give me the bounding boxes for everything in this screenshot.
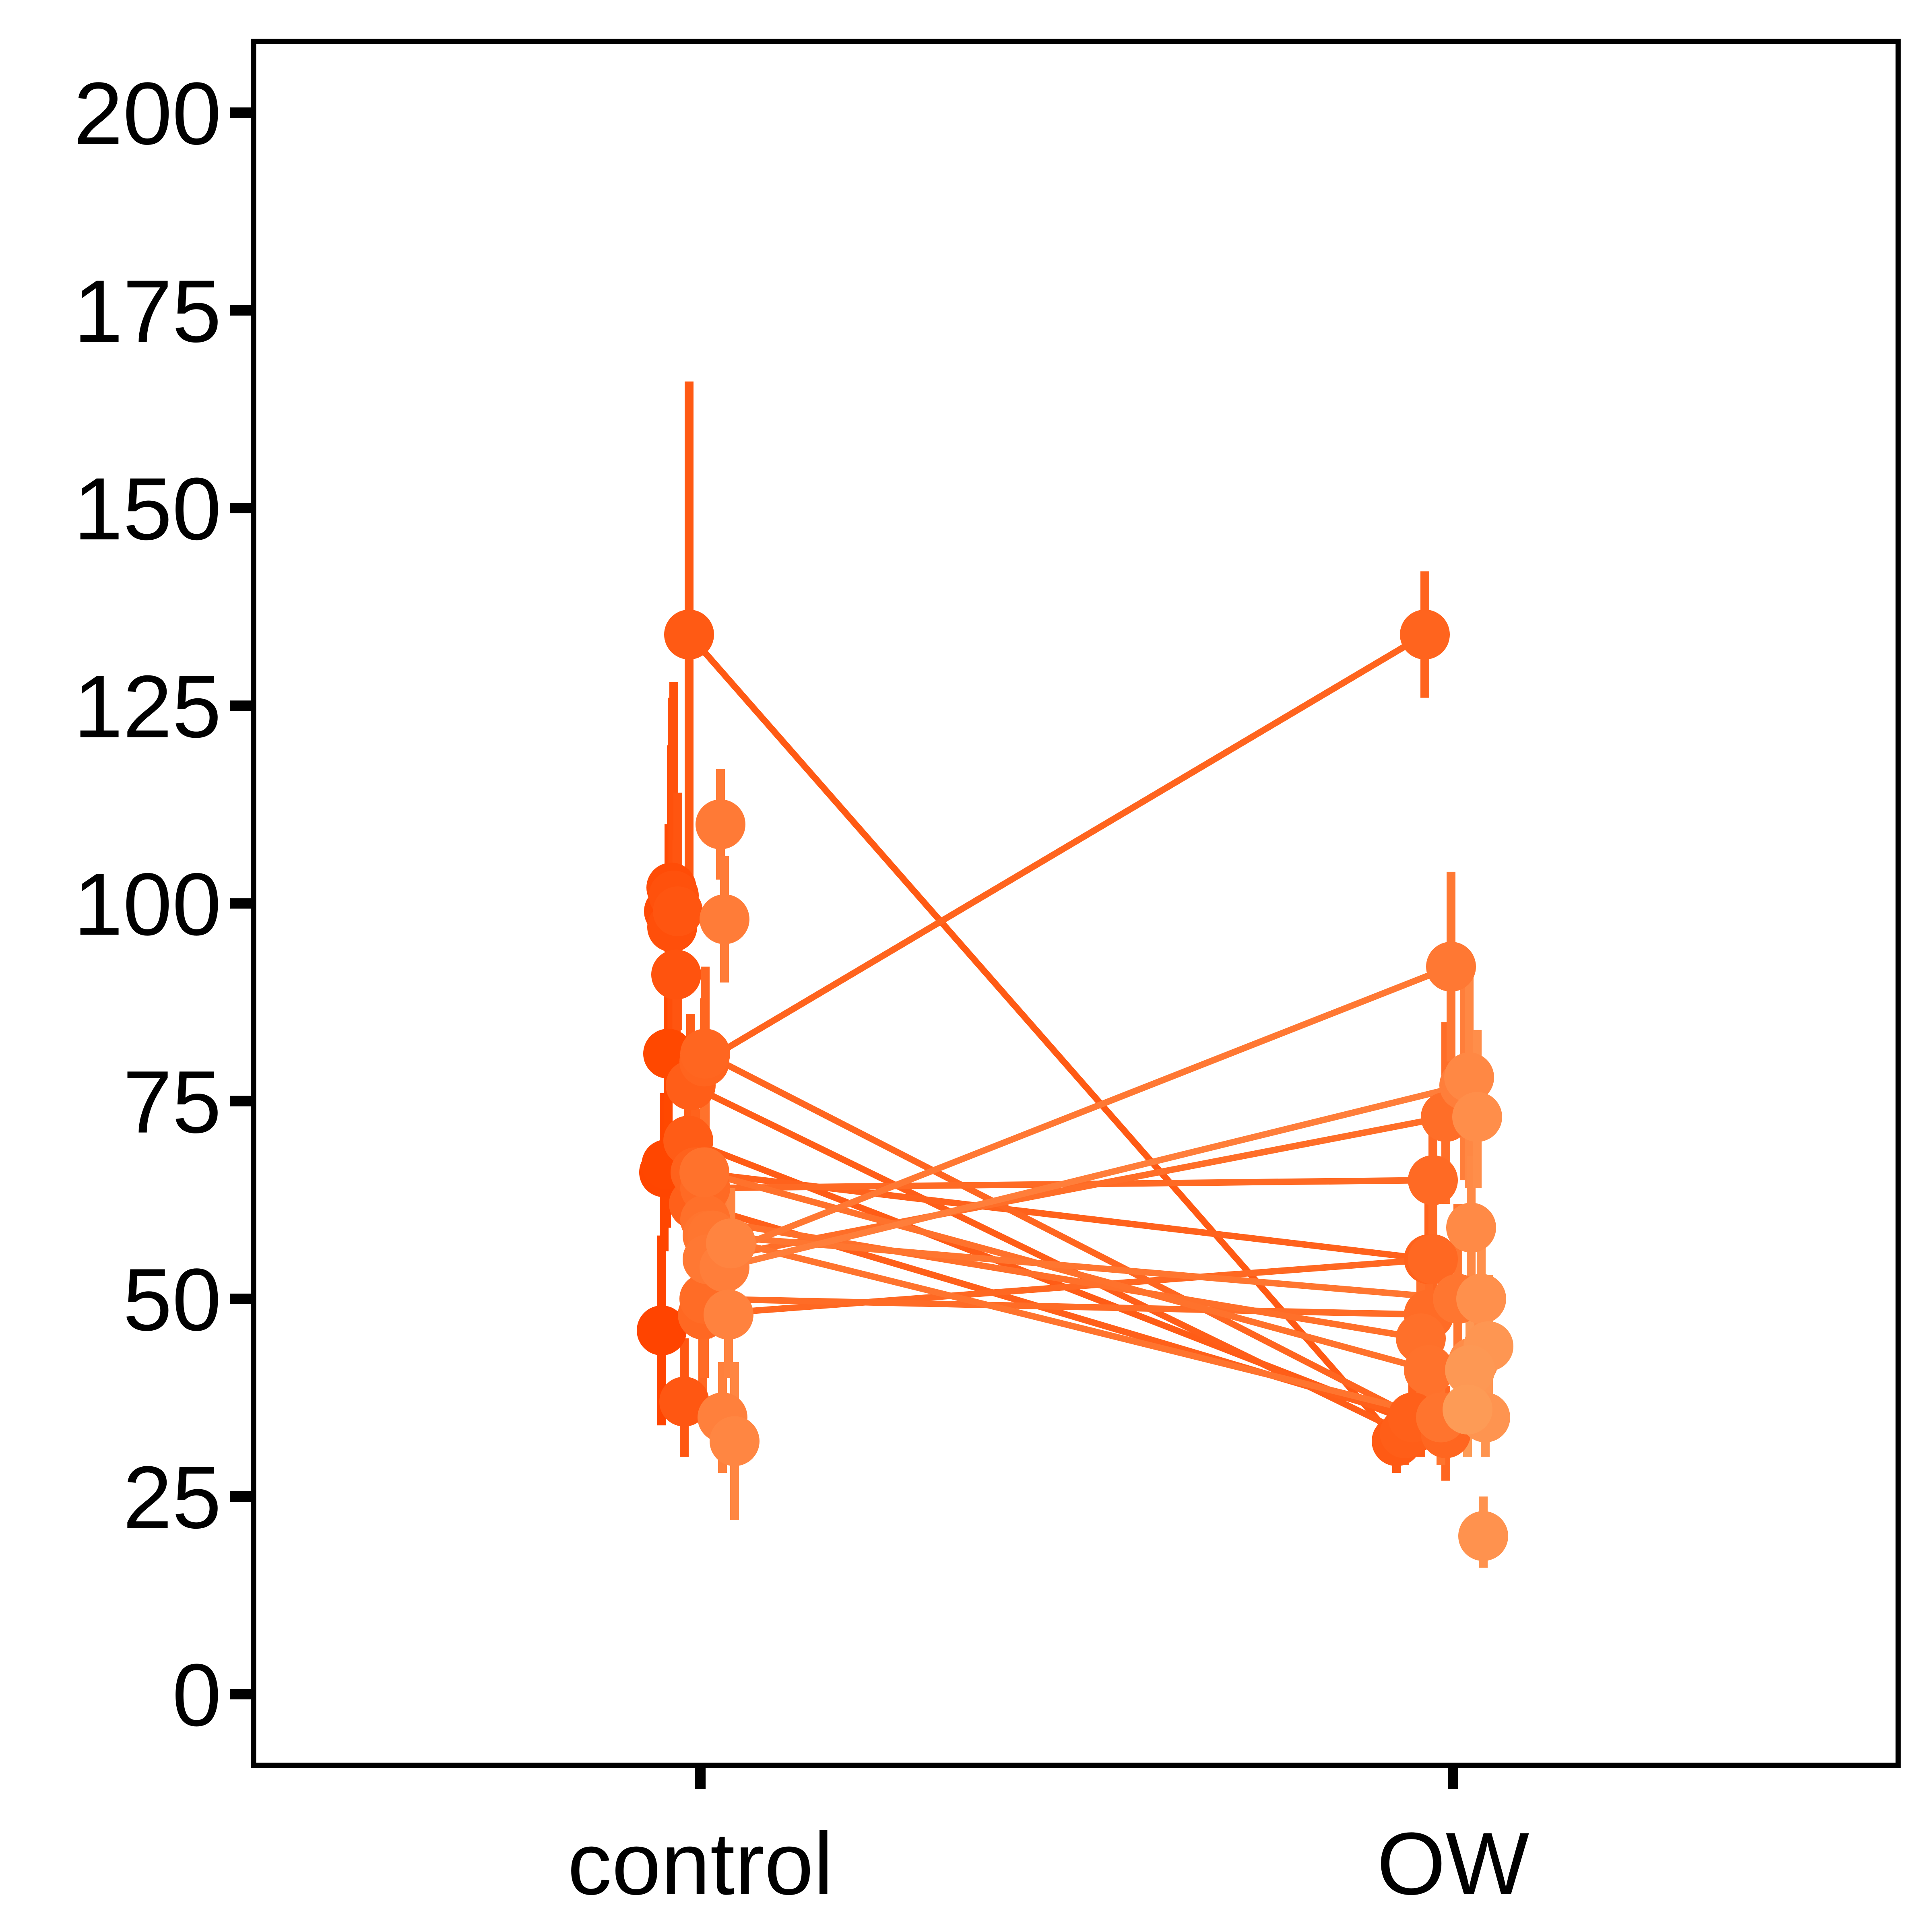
control-point-24 bbox=[679, 1147, 729, 1197]
subject-line-17 bbox=[701, 631, 1428, 1065]
control-point-1 bbox=[637, 1305, 687, 1356]
ow-point-38 bbox=[1452, 1092, 1502, 1142]
y-tick-label-50: 50 bbox=[123, 1250, 221, 1349]
connecting-lines bbox=[685, 631, 1468, 1445]
y-tick-label-75: 75 bbox=[123, 1053, 221, 1152]
ow-point-17 bbox=[1400, 609, 1450, 660]
subject-line-18 bbox=[702, 1050, 1449, 1437]
ow-point-24 bbox=[1404, 1345, 1454, 1395]
ow-point-43 bbox=[1445, 1345, 1495, 1395]
y-tick-label-100: 100 bbox=[74, 855, 221, 954]
data-points bbox=[637, 609, 1513, 1561]
ow-point-27 bbox=[1426, 941, 1476, 992]
subject-line-21 bbox=[701, 1295, 1432, 1318]
y-tick-label-200: 200 bbox=[74, 64, 221, 163]
axes: 0 25 50 75 100 125 150 175 200 control OW bbox=[74, 39, 1901, 1913]
subject-line-30 bbox=[721, 1082, 1468, 1271]
ow-point-36 bbox=[1446, 1203, 1496, 1253]
subject-line-19 bbox=[700, 1256, 1436, 1318]
y-tick-label-25: 25 bbox=[123, 1448, 221, 1547]
ow-point-35 bbox=[1444, 1052, 1494, 1102]
subject-line-14 bbox=[687, 1082, 1408, 1437]
control-point-34 bbox=[710, 1416, 760, 1466]
x-tick-label-control: control bbox=[568, 1814, 833, 1913]
control-point-28 bbox=[696, 799, 745, 850]
y-tick-label-150: 150 bbox=[74, 459, 221, 558]
y-tick-label-175: 175 bbox=[74, 262, 221, 361]
control-point-33 bbox=[706, 1218, 756, 1269]
y-tick-label-0: 0 bbox=[172, 1645, 221, 1744]
subject-line-12 bbox=[686, 631, 1400, 1445]
subject-line-22 bbox=[704, 1113, 1449, 1263]
control-point-29 bbox=[700, 894, 749, 944]
subject-line-26 bbox=[709, 1232, 1461, 1302]
y-tick-label-125: 125 bbox=[74, 657, 221, 756]
control-point-12 bbox=[664, 609, 714, 660]
subject-line-27 bbox=[704, 963, 1454, 1263]
control-point-10 bbox=[653, 886, 703, 937]
control-point-11 bbox=[659, 1377, 709, 1427]
ow-point-19 bbox=[1408, 1234, 1458, 1284]
subject-line-24 bbox=[701, 1169, 1432, 1373]
x-tick-label-OW: OW bbox=[1377, 1814, 1530, 1913]
ow-point-39 bbox=[1456, 1274, 1506, 1324]
control-point-32 bbox=[704, 1290, 753, 1340]
ow-point-20 bbox=[1408, 1155, 1458, 1205]
plot-frame bbox=[251, 39, 1901, 1768]
control-point-9 bbox=[651, 949, 701, 1000]
control-point-18 bbox=[680, 1028, 730, 1079]
ow-point-44 bbox=[1443, 1384, 1492, 1435]
ow-point-40 bbox=[1458, 1511, 1508, 1561]
subject-line-25 bbox=[704, 1232, 1444, 1421]
